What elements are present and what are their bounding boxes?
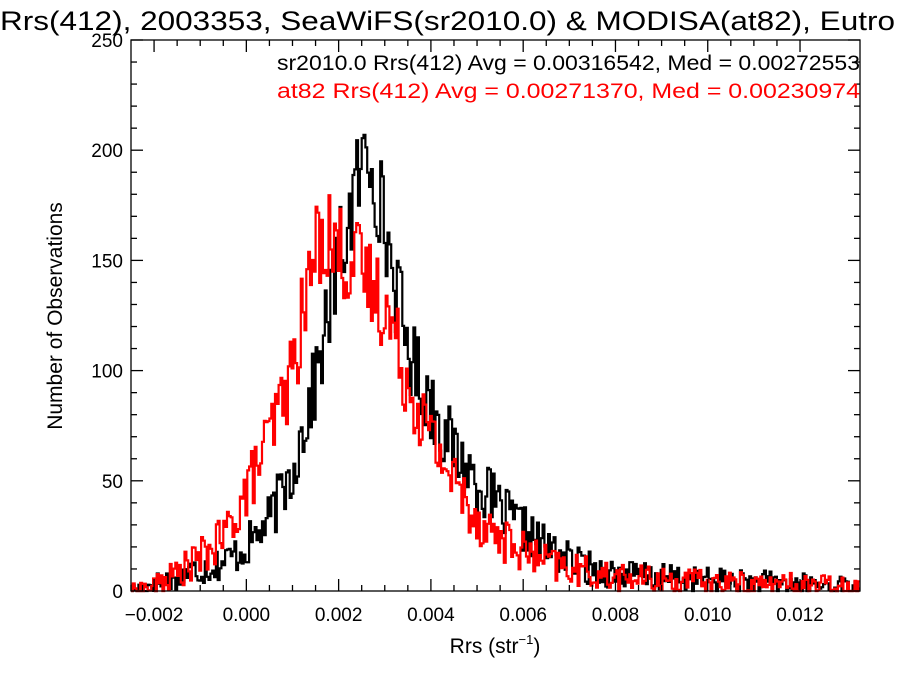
x-axis-label: Rrs (str−1) [450, 632, 541, 658]
x-tick-label: −0.002 [125, 605, 184, 626]
x-tick-label: 0.004 [407, 605, 455, 626]
y-tick-label: 200 [91, 141, 123, 162]
histogram-series-red [131, 194, 860, 593]
plot-area: −0.002 0.000 0.002 0.004 0.006 0.008 0.010 0.01… [91, 31, 861, 626]
x-tick-label: 0.010 [684, 605, 732, 626]
x-axis-ticks: −0.002 0.000 0.002 0.004 0.006 0.008 0.010 0.01… [125, 40, 824, 626]
x-tick-label: 0.002 [315, 605, 363, 626]
x-tick-label: 0.012 [776, 605, 824, 626]
y-axis-ticks: 0 50 100 150 200 250 [91, 31, 860, 603]
y-tick-label: 50 [102, 472, 123, 493]
sr2010-stats-label: sr2010.0 Rrs(412) Avg = 0.00316542, Med … [277, 52, 860, 75]
x-tick-label: 0.006 [499, 605, 547, 626]
y-tick-label: 250 [91, 31, 123, 52]
y-axis-label: Number of Observations [44, 202, 67, 430]
stats-annotations: sr2010.0 Rrs(412) Avg = 0.00316542, Med … [277, 52, 860, 103]
x-tick-label: 0.000 [223, 605, 271, 626]
series-layer [131, 133, 860, 593]
plot-frame [130, 39, 861, 592]
x-tick-label: 0.008 [592, 605, 640, 626]
at82-stats-label: at82 Rrs(412) Avg = 0.00271370, Med = 0.… [277, 80, 860, 103]
y-tick-label: 100 [91, 362, 123, 383]
x-axis-label-superscript: −1 [519, 632, 534, 647]
y-tick-label: 0 [112, 582, 123, 603]
y-tick-label: 150 [91, 251, 123, 272]
chart-title: Rrs(412), 2003353, SeaWiFS(sr2010.0) & M… [0, 6, 895, 36]
